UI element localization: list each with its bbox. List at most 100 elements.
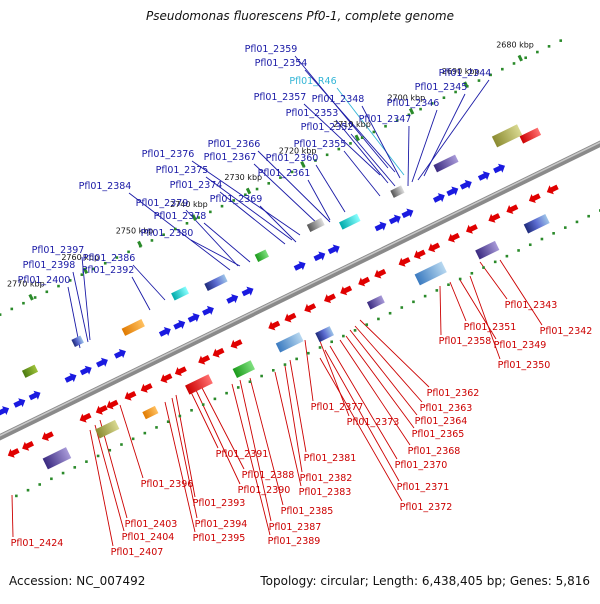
gene-label-reverse: Pfl01_2388 <box>242 470 295 481</box>
forward-gene-arrow <box>96 357 108 368</box>
leader-line-reverse <box>89 429 114 547</box>
tick-dot <box>575 220 579 224</box>
tick-dot <box>423 294 427 298</box>
gene-label-forward: Pfl01_2369 <box>210 194 263 205</box>
tick-dot <box>80 273 84 276</box>
tick-dot <box>120 443 123 446</box>
tick-dot <box>342 334 345 338</box>
forward-gene-arrow <box>202 305 214 316</box>
leader-line-reverse <box>469 275 501 360</box>
gene-block <box>121 319 145 336</box>
leader-line-forward <box>191 160 301 236</box>
tick-dot <box>0 313 2 316</box>
leader-line-reverse <box>239 379 272 522</box>
gene-label-forward: Pfl01_2397 <box>32 245 85 256</box>
leader-line-forward <box>203 222 251 263</box>
scale-tick-mark <box>463 81 469 89</box>
gene-block <box>232 360 255 379</box>
gene-block <box>95 419 120 439</box>
leader-line-forward <box>190 239 241 267</box>
tick-dot <box>384 124 387 128</box>
reverse-gene-arrow <box>374 268 387 279</box>
leader-line-forward <box>361 105 401 179</box>
leader-line-reverse <box>289 359 307 453</box>
tick-dot <box>127 250 130 254</box>
tick-dot <box>26 488 30 492</box>
tick-dot <box>255 187 259 191</box>
tick-dot <box>325 153 329 157</box>
leader-line-reverse <box>199 383 245 470</box>
reverse-gene-arrow <box>41 431 54 441</box>
gene-block <box>519 127 542 144</box>
gene-block <box>390 185 405 198</box>
scale-tick-label: 2720 kbp <box>279 147 317 156</box>
tick-dot <box>547 45 551 48</box>
forward-gene-arrow <box>493 163 505 174</box>
forward-gene-arrow <box>64 373 77 383</box>
scale-tick-mark <box>517 54 523 62</box>
forward-gene-arrow <box>327 244 340 255</box>
reverse-gene-arrow <box>448 232 460 243</box>
leader-line-forward <box>128 192 231 271</box>
reverse-gene-arrow <box>212 347 225 358</box>
tick-dot <box>587 214 590 218</box>
tick-dot <box>377 317 380 321</box>
forward-gene-arrow <box>374 221 387 232</box>
tick-dot <box>295 357 298 361</box>
tick-dot <box>197 216 200 219</box>
tick-dot <box>290 170 294 174</box>
leader-line-reverse <box>354 325 423 403</box>
tick-dot <box>540 237 544 241</box>
forward-gene-arrow <box>313 251 326 262</box>
gene-label-reverse: Pfl01_2424 <box>11 538 64 549</box>
tick-dot <box>283 363 287 366</box>
tick-dot <box>73 466 77 469</box>
leader-line-forward <box>303 103 381 176</box>
forward-gene-arrow <box>187 313 200 323</box>
forward-gene-arrow <box>158 327 171 337</box>
gene-block <box>414 261 447 286</box>
reverse-gene-arrow <box>506 204 519 214</box>
forward-gene-arrow <box>401 208 414 219</box>
gene-block <box>71 335 84 348</box>
forward-gene-arrow <box>28 390 41 401</box>
gene-label-forward: Pfl01_2374 <box>170 180 223 191</box>
gene-label-forward: Pfl01_2380 <box>141 228 194 239</box>
forward-gene-arrow <box>459 179 472 190</box>
reverse-gene-arrow <box>528 193 541 203</box>
tick-dot <box>349 142 352 145</box>
scale-tick-label: 2690 kbp <box>442 67 480 76</box>
reverse-gene-arrow <box>7 448 20 458</box>
gene-block <box>339 213 361 230</box>
gene-label-forward: Pfl01_2347 <box>359 114 412 125</box>
page-title: Pseudomonas fluorescens Pf0-1, complete … <box>146 9 454 23</box>
tick-dot <box>400 306 404 309</box>
gene-block <box>433 154 459 173</box>
gene-label-forward: Pfl01_2360 <box>266 153 319 164</box>
leader-line-reverse <box>175 394 196 498</box>
tick-dot <box>388 311 392 315</box>
gene-label-reverse: Pfl01_2358 <box>439 336 492 347</box>
leader-line-reverse <box>99 419 128 519</box>
gene-label-reverse: Pfl01_2383 <box>299 487 352 498</box>
scale-tick-mark <box>82 267 89 275</box>
tick-dot <box>220 204 224 208</box>
tick-dot <box>337 147 341 151</box>
forward-gene-arrow <box>13 398 26 408</box>
gene-label-reverse: Pfl01_2407 <box>111 547 164 558</box>
tick-dot <box>501 67 504 71</box>
leader-line-reverse <box>194 387 241 485</box>
leader-line-forward <box>407 125 410 187</box>
scale-tick-mark <box>137 240 143 248</box>
leader-line-forward <box>132 264 166 301</box>
tick-dot <box>489 73 492 77</box>
gene-label-reverse: Pfl01_2372 <box>400 502 453 513</box>
tick-dot <box>178 414 182 418</box>
reverse-gene-arrow <box>304 303 317 313</box>
tick-dot <box>412 300 415 304</box>
gene-label-forward: Pfl01_2367 <box>204 152 257 163</box>
gene-label-forward: Pfl01_2375 <box>156 165 209 176</box>
leader-line-forward <box>423 93 466 177</box>
reverse-gene-arrow <box>198 355 211 365</box>
tick-dot <box>15 494 18 498</box>
